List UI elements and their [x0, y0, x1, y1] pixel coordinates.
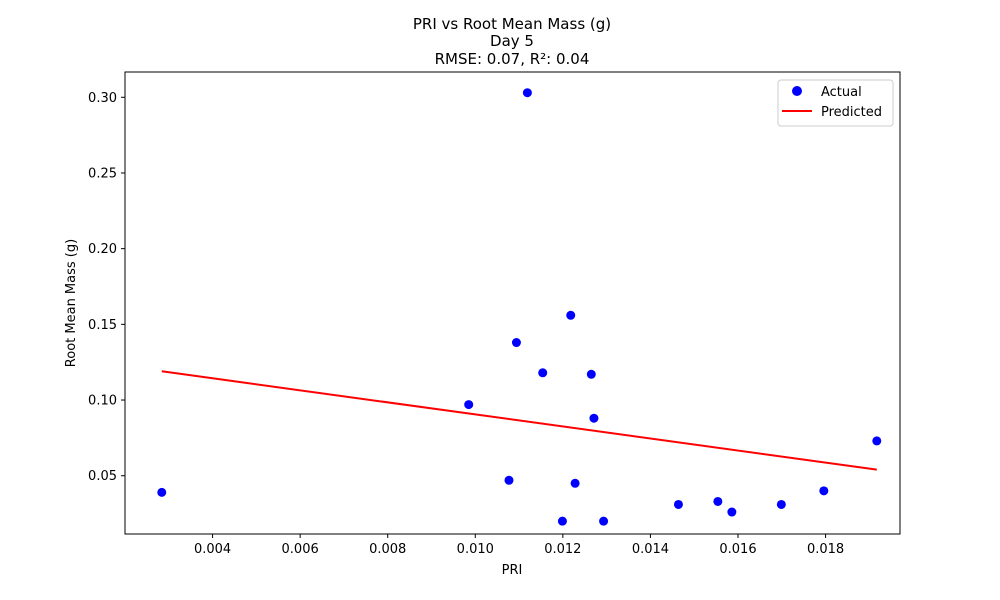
actual-point	[872, 436, 882, 446]
y-axis-title: Root Mean Mass (g)	[64, 239, 79, 367]
actual-point	[464, 400, 474, 410]
actual-point	[589, 413, 599, 423]
y-tick-label: 0.05	[88, 469, 117, 484]
x-tick-label: 0.018	[807, 542, 844, 557]
legend-label-predicted: Predicted	[821, 105, 882, 120]
y-tick-label: 0.30	[88, 91, 117, 106]
y-tick-label: 0.25	[88, 166, 117, 181]
chart-marks	[157, 88, 882, 526]
actual-point	[727, 507, 737, 517]
actual-point	[566, 310, 576, 320]
y-tick-label: 0.15	[88, 318, 117, 333]
actual-point	[599, 516, 609, 526]
actual-point	[776, 499, 786, 509]
y-tick-label: 0.10	[88, 394, 117, 409]
predicted-line	[161, 370, 877, 471]
actual-point	[511, 338, 521, 348]
plot-area	[125, 72, 900, 534]
legend: Actual Predicted	[777, 79, 894, 127]
actual-point	[819, 486, 829, 496]
x-tick-label: 0.014	[632, 542, 669, 557]
actual-point	[673, 499, 683, 509]
actual-point	[586, 369, 596, 379]
chart-title-block: PRI vs Root Mean Mass (g) Day 5 RMSE: 0.…	[413, 15, 611, 68]
chart-subtitle: Day 5	[490, 32, 534, 50]
x-axis-title: PRI	[502, 563, 523, 578]
chart-title: PRI vs Root Mean Mass (g)	[413, 15, 611, 33]
x-tick-label: 0.006	[282, 542, 319, 557]
x-tick-label: 0.010	[457, 542, 494, 557]
x-tick-label: 0.004	[194, 542, 231, 557]
actual-point	[713, 496, 723, 506]
x-tick-label: 0.016	[719, 542, 756, 557]
x-tick-label: 0.012	[544, 542, 581, 557]
actual-point	[504, 475, 514, 485]
y-axis-ticks: 0.05 0.10 0.15 0.20 0.25 0.30	[88, 91, 125, 484]
x-tick-label: 0.008	[369, 542, 406, 557]
x-axis-ticks: 0.004 0.006 0.008 0.010 0.012 0.014 0.016 0.018	[194, 534, 844, 557]
actual-point	[157, 487, 167, 497]
actual-point	[570, 478, 580, 488]
chart-metrics: RMSE: 0.07, R²: 0.04	[435, 50, 590, 68]
actual-point	[538, 368, 548, 378]
legend-box	[777, 79, 894, 127]
y-tick-label: 0.20	[88, 242, 117, 257]
actual-point	[522, 88, 532, 98]
plot-frame	[124, 71, 901, 535]
actual-point	[557, 516, 567, 526]
legend-marker-actual	[792, 86, 802, 96]
legend-label-actual: Actual	[821, 85, 862, 100]
